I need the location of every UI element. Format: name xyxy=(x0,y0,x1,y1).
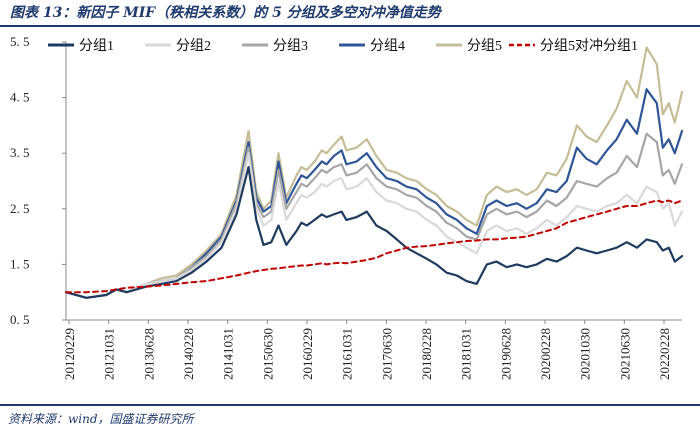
x-tick-label: 20200228 xyxy=(538,328,553,380)
series-line-6 xyxy=(65,199,683,294)
source-note: 资料来源：wind，国盛证券研究所 xyxy=(8,412,194,426)
legend-label: 分组5 xyxy=(467,38,502,54)
legend-label: 分组1 xyxy=(79,38,114,54)
legend-label: 分组5对冲分组1 xyxy=(540,38,638,54)
series-line-5 xyxy=(64,46,684,299)
x-tick-label: 20160229 xyxy=(300,328,315,380)
y-tick-label: 0. 5 xyxy=(10,312,30,327)
series-line-2 xyxy=(64,152,684,299)
x-tick-label: 20210630 xyxy=(617,328,632,380)
x-tick-label: 20120229 xyxy=(62,328,77,380)
y-axis: 0. 5 1. 5 2. 5 3. 5 4. 5 5. 5 xyxy=(10,34,66,327)
source-rule xyxy=(0,404,700,406)
legend-label: 分组4 xyxy=(370,38,405,54)
x-tick-label: 20121031 xyxy=(102,328,117,380)
x-tick-label: 20170630 xyxy=(379,328,394,380)
y-tick-label: 2. 5 xyxy=(10,201,30,216)
chart: 0. 5 1. 5 2. 5 3. 5 4. 5 5. 5 20120229 2012103… xyxy=(10,34,684,380)
series-lines xyxy=(64,46,684,299)
series-line-3 xyxy=(64,132,684,299)
series-line-1 xyxy=(64,166,684,299)
series-line-4 xyxy=(64,88,684,299)
legend-label: 分组2 xyxy=(176,38,211,54)
x-tick-label: 20181031 xyxy=(459,328,474,380)
y-tick-label: 3. 5 xyxy=(10,145,30,160)
x-tick-label: 20150630 xyxy=(260,328,275,380)
x-tick-label: 20141031 xyxy=(221,328,236,380)
x-tick-label: 20130628 xyxy=(141,328,156,380)
x-tick-label: 20161031 xyxy=(340,328,355,380)
x-tick-label: 20140228 xyxy=(181,328,196,380)
y-tick-label: 1. 5 xyxy=(10,256,30,271)
legend-label: 分组3 xyxy=(273,38,308,54)
figure-caption: 图表 13：新因子 MIF（秩相关系数）的 5 分组及多空对冲净值走势 xyxy=(10,5,441,21)
plot-frame xyxy=(65,42,682,321)
x-tick-label: 20220228 xyxy=(657,328,672,380)
y-tick-label: 4. 5 xyxy=(10,90,30,105)
x-axis: 20120229 20121031 20130628 20140228 20141031… xyxy=(62,320,672,380)
x-tick-label: 20180228 xyxy=(419,328,434,380)
y-tick-label: 5. 5 xyxy=(10,34,30,49)
x-tick-label: 20190628 xyxy=(498,328,513,380)
legend: 分组1 分组2 分组3 分组4 分组5 分组5对冲分组1 xyxy=(48,38,638,54)
caption-rule xyxy=(0,25,700,27)
x-tick-label: 20201030 xyxy=(578,328,593,380)
